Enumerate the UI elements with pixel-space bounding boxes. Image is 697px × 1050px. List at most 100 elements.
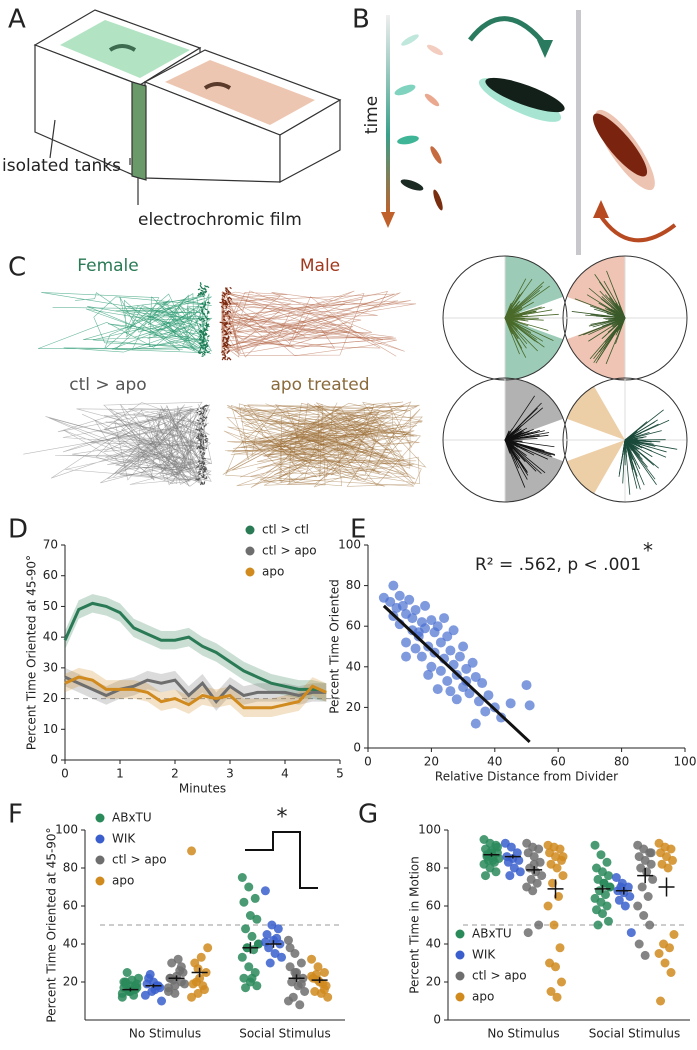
trajectory-blob (205, 447, 208, 450)
point (549, 920, 559, 930)
trajectory-blob (207, 339, 210, 342)
trajectory-blob (227, 291, 230, 294)
legend-label: ABxTU (472, 927, 512, 941)
trajectory-blob (199, 282, 202, 286)
panel-label: E (350, 515, 366, 545)
polar-spike (504, 439, 516, 443)
trajectory-blob (202, 422, 205, 425)
trajectory-blob (229, 344, 231, 347)
legend-marker (455, 992, 465, 1002)
polar-frame (562, 377, 688, 503)
polar-spike (609, 317, 626, 321)
y-tick-label: 60 (346, 619, 361, 633)
trajectory-blob (199, 291, 202, 295)
polar-spike (504, 317, 538, 352)
trajectory-blob (195, 428, 199, 431)
point (667, 855, 677, 865)
trajectory-blob (202, 470, 207, 474)
trajectory-blob (201, 460, 204, 464)
significance-star: * (277, 805, 288, 830)
trajectory-blob (197, 470, 202, 473)
polar-spike (504, 315, 529, 319)
trajectory-blob (225, 306, 228, 310)
trajectory-blob (229, 330, 232, 335)
polar-spike (623, 439, 626, 451)
x-tick-label: Social Stimulus (589, 1027, 681, 1041)
trajectory-blob (202, 313, 206, 316)
trajectory-blob (206, 285, 210, 289)
polar-wedge (505, 255, 564, 318)
trajectory-blob (203, 416, 206, 419)
trajectory-blob (225, 301, 229, 306)
y-tick-label: 20 (43, 691, 58, 705)
x-tick-label: 5 (336, 767, 344, 781)
point (528, 886, 538, 896)
polar-spike (624, 439, 652, 443)
polar-spike (504, 430, 524, 441)
legend-marker (245, 567, 255, 577)
polar-spike (504, 317, 549, 331)
point (273, 924, 283, 934)
point (643, 892, 653, 901)
point (470, 718, 481, 729)
point (461, 663, 472, 674)
trajectory-blob (200, 317, 203, 321)
panel-label: F (8, 800, 23, 830)
legend-label: apo (262, 565, 284, 579)
polar-spike (624, 419, 658, 441)
polar-wedge (505, 318, 564, 380)
trajectory-blob (195, 465, 200, 469)
legend-marker (455, 950, 465, 960)
x-tick-label: 1 (116, 767, 124, 781)
point (410, 643, 421, 654)
trajectory (225, 402, 423, 488)
x-tick-label: 60 (551, 755, 566, 769)
significance-bracket (245, 831, 318, 889)
point (556, 977, 566, 987)
point (503, 857, 513, 867)
x-tick-label: No Stimulus (487, 1027, 559, 1041)
trajectory-blob (202, 473, 205, 477)
trajectory-blob (204, 308, 208, 311)
polar-spike (504, 433, 515, 441)
point (319, 968, 329, 977)
point (237, 873, 247, 882)
trajectory-blob (205, 476, 208, 480)
polar-wedge (566, 440, 625, 494)
point (458, 641, 469, 652)
trajectory-blob (228, 322, 231, 326)
point (666, 844, 676, 854)
polar-spike (504, 439, 546, 474)
legend-marker (95, 876, 105, 886)
point (250, 893, 260, 903)
trajectory-blob (203, 319, 206, 322)
trajectory-blob (204, 348, 207, 352)
trajectory-blob (222, 322, 225, 324)
trajectory-title: Male (300, 256, 340, 276)
y-tick-label: 40 (63, 937, 78, 951)
trajectory-blob (195, 437, 199, 440)
polar-spike (624, 430, 662, 441)
trajectory-blob (205, 404, 209, 407)
trajectory-blob (205, 326, 208, 329)
point (611, 873, 621, 882)
legend-marker (455, 929, 465, 939)
legend-marker (245, 525, 255, 535)
trajectory-blob (204, 333, 207, 337)
point (529, 852, 539, 862)
point (388, 580, 399, 591)
trajectory-blob (201, 456, 204, 460)
point (552, 863, 562, 873)
point (319, 985, 329, 995)
point (262, 930, 272, 939)
trajectory-blob (202, 407, 204, 410)
trajectory-blob (199, 333, 203, 338)
point (432, 621, 443, 632)
point (277, 952, 287, 962)
polar-spike (504, 439, 542, 474)
trajectory-blob (202, 448, 206, 451)
point (435, 637, 446, 648)
point (558, 852, 568, 862)
polar-spike (504, 437, 523, 441)
point (454, 651, 465, 662)
